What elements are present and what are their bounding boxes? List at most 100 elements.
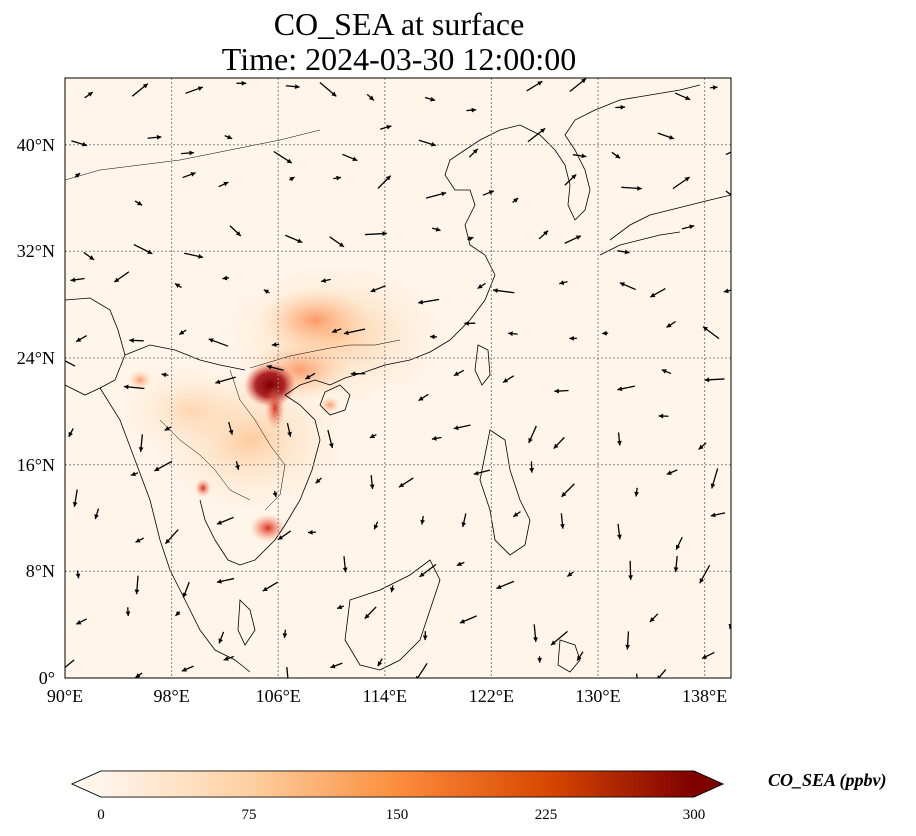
lon-tick-106e: 106°E — [255, 686, 301, 706]
lat-tick-16n: 16°N — [16, 455, 55, 475]
wind-vector-head — [673, 567, 679, 572]
wind-vector-head — [617, 386, 623, 392]
wind-vector-head — [161, 372, 167, 378]
co-hotspot-hcmc — [250, 514, 286, 542]
wind-vector-head — [430, 96, 436, 102]
wind-vector-head — [435, 226, 441, 232]
wind-vector-head — [137, 200, 143, 206]
wind-vector-head — [602, 330, 607, 336]
wind-vector-head — [496, 584, 502, 589]
wind-vector-head — [282, 633, 288, 638]
wind-vector-head — [208, 338, 214, 343]
wind-vector-head — [72, 501, 78, 507]
wind-vector-head — [277, 535, 284, 540]
wind-vector-head — [493, 288, 498, 294]
lat-tick-32n: 32°N — [16, 241, 55, 261]
wind-vector-head — [227, 134, 233, 140]
wind-vector-head — [138, 447, 144, 452]
wind-vector-head — [477, 284, 483, 289]
wind-vector-head — [620, 104, 626, 110]
wind-vector-head — [216, 578, 222, 584]
wind-vector-head — [735, 235, 740, 240]
wind-vector-head — [364, 613, 370, 619]
wind-vector-head — [418, 396, 424, 401]
wind-vector-head — [540, 128, 546, 134]
wind-vector-head — [734, 197, 739, 202]
wind-vector-head — [701, 654, 708, 659]
wind-vector-head — [377, 661, 383, 667]
wind-vector-head — [216, 520, 222, 525]
colorbar-min-extend — [72, 771, 101, 797]
wind-vector-shaft — [286, 667, 289, 678]
wind-vector-head — [575, 235, 581, 240]
wind-vector-head — [70, 277, 76, 283]
wind-vector-head — [422, 635, 428, 641]
wind-vector-head — [135, 673, 141, 678]
wind-vector-head — [343, 330, 349, 336]
wind-vector-head — [123, 384, 129, 390]
wind-vector-head — [473, 470, 479, 476]
wind-vector-head — [294, 84, 300, 90]
border-laos-vietnam — [229, 369, 286, 511]
wind-vector-head — [87, 92, 93, 97]
wind-vector-shaft — [725, 190, 731, 196]
wind-vector-head — [502, 378, 509, 383]
colorbar-label: CO_SEA (ppbv) — [768, 770, 887, 790]
wind-vector-head — [235, 464, 240, 470]
wind-vector-head — [661, 369, 667, 374]
wind-vector-head — [418, 299, 424, 305]
wind-vector-head — [430, 141, 436, 147]
lon-tick-90e: 90°E — [46, 686, 84, 706]
wind-vector-head — [330, 663, 336, 669]
lon-tick-114e: 114°E — [362, 686, 408, 706]
wind-vector-head — [368, 95, 374, 101]
wind-vector-head — [189, 150, 194, 156]
wind-vector-head — [56, 356, 61, 360]
colorbar-gradient — [101, 771, 694, 797]
wind-vector-head — [513, 512, 519, 517]
wind-vector-head — [305, 374, 311, 380]
colorbar-max-extend — [694, 771, 723, 797]
wind-vector-head — [315, 478, 321, 484]
wind-vector-head — [529, 468, 535, 473]
wind-vector-head — [710, 512, 716, 518]
wind-vector-head — [685, 95, 691, 101]
wind-vector-head — [337, 604, 343, 610]
wind-vector-head — [228, 429, 234, 435]
coast-south-china — [284, 274, 496, 396]
wind-vector-head — [94, 514, 99, 520]
border-north — [65, 129, 321, 181]
wind-vector-head — [179, 330, 185, 335]
border-thailand — [159, 419, 251, 501]
wind-vector-head — [625, 644, 631, 650]
wind-vector-head — [560, 523, 565, 529]
wind-vector-head — [649, 617, 655, 623]
border-china-south — [249, 339, 401, 369]
colorbar-tick-75: 75 — [241, 807, 257, 823]
coast-japan-south — [599, 231, 681, 256]
wind-vector-head — [89, 255, 95, 260]
wind-vector-head — [657, 675, 662, 678]
wind-vector-head — [624, 249, 630, 255]
wind-vector-head — [528, 437, 533, 443]
wind-vector-head — [459, 619, 465, 624]
wind-vector-head — [441, 191, 447, 197]
wind-vector-head — [134, 589, 140, 595]
wind-vector-head — [471, 107, 477, 113]
wind-vector-head — [198, 254, 204, 259]
wind-vector-head — [165, 538, 171, 544]
wind-vector-head — [723, 288, 729, 294]
wind-vector-head — [669, 134, 675, 140]
wind-vector-field — [56, 78, 740, 678]
wind-vector-head — [331, 328, 338, 333]
wind-vector-head — [369, 433, 375, 438]
wind-vector-head — [272, 492, 278, 498]
wind-vector-head — [241, 80, 247, 86]
wind-vector-head — [666, 322, 672, 328]
wind-vector-head — [154, 466, 160, 471]
wind-vector-head — [114, 277, 120, 283]
wind-vector-head — [537, 657, 543, 663]
wind-vector-head — [419, 572, 425, 577]
wind-vector-head — [698, 444, 704, 450]
wind-vector-head — [430, 334, 435, 340]
